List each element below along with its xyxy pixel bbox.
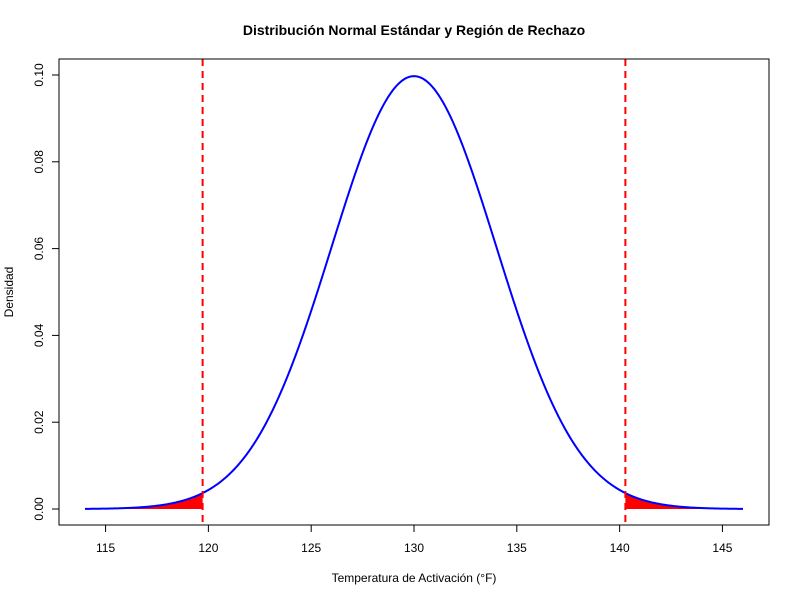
- rejection-regions: [85, 493, 743, 509]
- y-axis-label: Densidad: [2, 267, 16, 318]
- rejection-region-left: [85, 493, 203, 509]
- plot-frame: [58, 58, 770, 526]
- y-tick-label: 0.00: [32, 497, 46, 521]
- x-tick-label: 140: [610, 541, 630, 555]
- chart-title: Distribución Normal Estándar y Región de…: [243, 22, 585, 38]
- x-tick-label: 145: [712, 541, 732, 555]
- x-tick-label: 130: [404, 541, 424, 555]
- y-tick-label: 0.08: [32, 150, 46, 174]
- density-curves: [84, 75, 744, 510]
- y-tick-label: 0.06: [32, 237, 46, 261]
- y-tick-label: 0.04: [32, 323, 46, 347]
- y-tick-label: 0.10: [32, 63, 46, 87]
- x-axis-label: Temperatura de Activación (°F): [332, 571, 497, 585]
- x-tick-label: 125: [301, 541, 321, 555]
- rejection-region-right: [625, 493, 743, 509]
- density-curve-0: [84, 75, 744, 510]
- critical-lines: [201, 59, 627, 525]
- x-tick-label: 135: [507, 541, 527, 555]
- y-tick-label: 0.02: [32, 410, 46, 434]
- x-axis: 115 120 125 130 135 140 145: [96, 524, 733, 555]
- x-tick-label: 115: [96, 541, 115, 555]
- y-axis: 0.00 0.02 0.04 0.06 0.08 0.10: [32, 63, 60, 521]
- x-tick-label: 120: [198, 541, 218, 555]
